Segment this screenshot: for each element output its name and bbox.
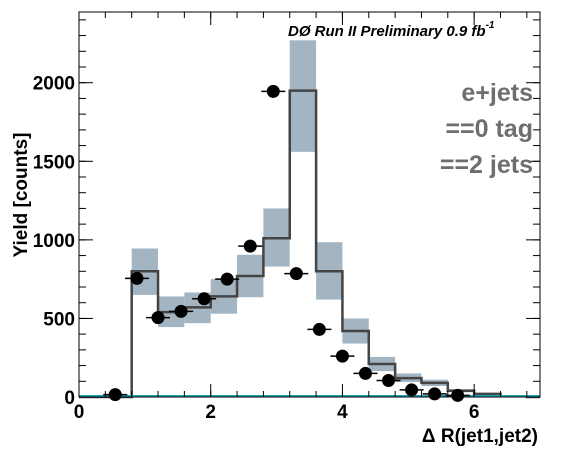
plot-frame: [78, 11, 541, 398]
data-point: [312, 322, 326, 336]
data-point: [405, 383, 419, 397]
axes: 0 2 4 6 0 500 1000 1500 2000: [33, 11, 541, 423]
x-tick-label: 6: [469, 402, 480, 423]
data-point: [130, 271, 144, 285]
chart-title: DØ Run II Preliminary 0.9 fb-1: [288, 20, 495, 40]
y-tick-label: 0: [64, 388, 75, 409]
uncertainty-band-bin: [289, 40, 317, 152]
data-point: [451, 388, 465, 402]
y-tick-label: 2000: [33, 74, 75, 95]
data-point: [428, 387, 442, 401]
data-point: [382, 374, 396, 387]
data-point: [151, 311, 165, 325]
x-tick-label: 2: [205, 402, 216, 423]
annotation-jets: ==2 jets: [440, 151, 533, 179]
plot-area: [79, 40, 540, 402]
data-point: [197, 292, 211, 306]
data-point: [335, 349, 349, 363]
data-point: [174, 304, 188, 318]
y-tick-label: 1500: [33, 152, 75, 173]
annotation-channel: e+jets: [461, 79, 533, 107]
data-point: [220, 272, 234, 286]
y-tick-label: 500: [43, 309, 75, 330]
data-point: [243, 239, 257, 253]
data-point: [108, 388, 122, 402]
data-point: [358, 366, 372, 380]
data-point: [289, 267, 303, 281]
x-tick-label: 0: [74, 402, 85, 423]
y-tick-label: 1000: [33, 231, 75, 252]
y-axis-title: Yield [counts]: [11, 133, 32, 258]
annotation-tag: ==0 tag: [445, 115, 533, 143]
data-point: [266, 84, 280, 98]
x-axis-title: Δ R(jet1,jet2): [422, 426, 538, 447]
x-tick-label: 4: [337, 402, 348, 423]
